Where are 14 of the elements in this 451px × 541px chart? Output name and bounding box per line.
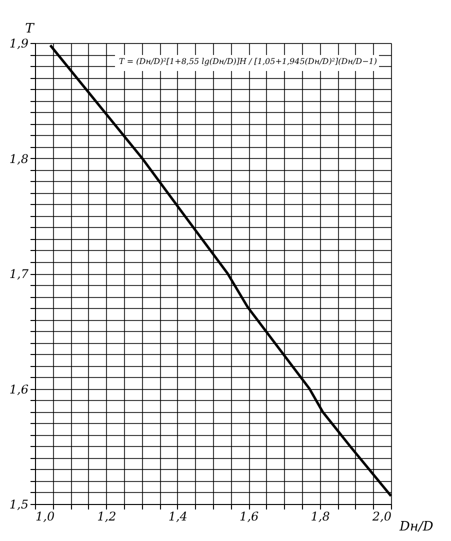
y-tick-label: 1,8 [9,152,29,166]
x-tick-label: 1,4 [168,510,188,524]
y-tick-label: 1,7 [9,267,29,281]
x-axis-title: Dн/D [398,520,434,534]
x-tick-label: 1,8 [310,510,330,524]
x-tick-label: 1,6 [240,510,259,524]
x-tick-label: 1,2 [97,510,116,524]
y-tick-label: 1,9 [9,36,29,50]
y-tick-label: 1,6 [9,382,29,396]
annotation: T = (Dн/D)²[1+8,55 lg(Dн/D)]H / [1,05+1,945(Dн/D)²](Dн/D−1) [119,57,377,66]
x-tick-label: 1,0 [36,510,55,524]
y-axis-title: T [25,22,36,36]
y-tick-label: 1,5 [9,498,28,512]
x-tick-label: 2,0 [371,510,392,524]
